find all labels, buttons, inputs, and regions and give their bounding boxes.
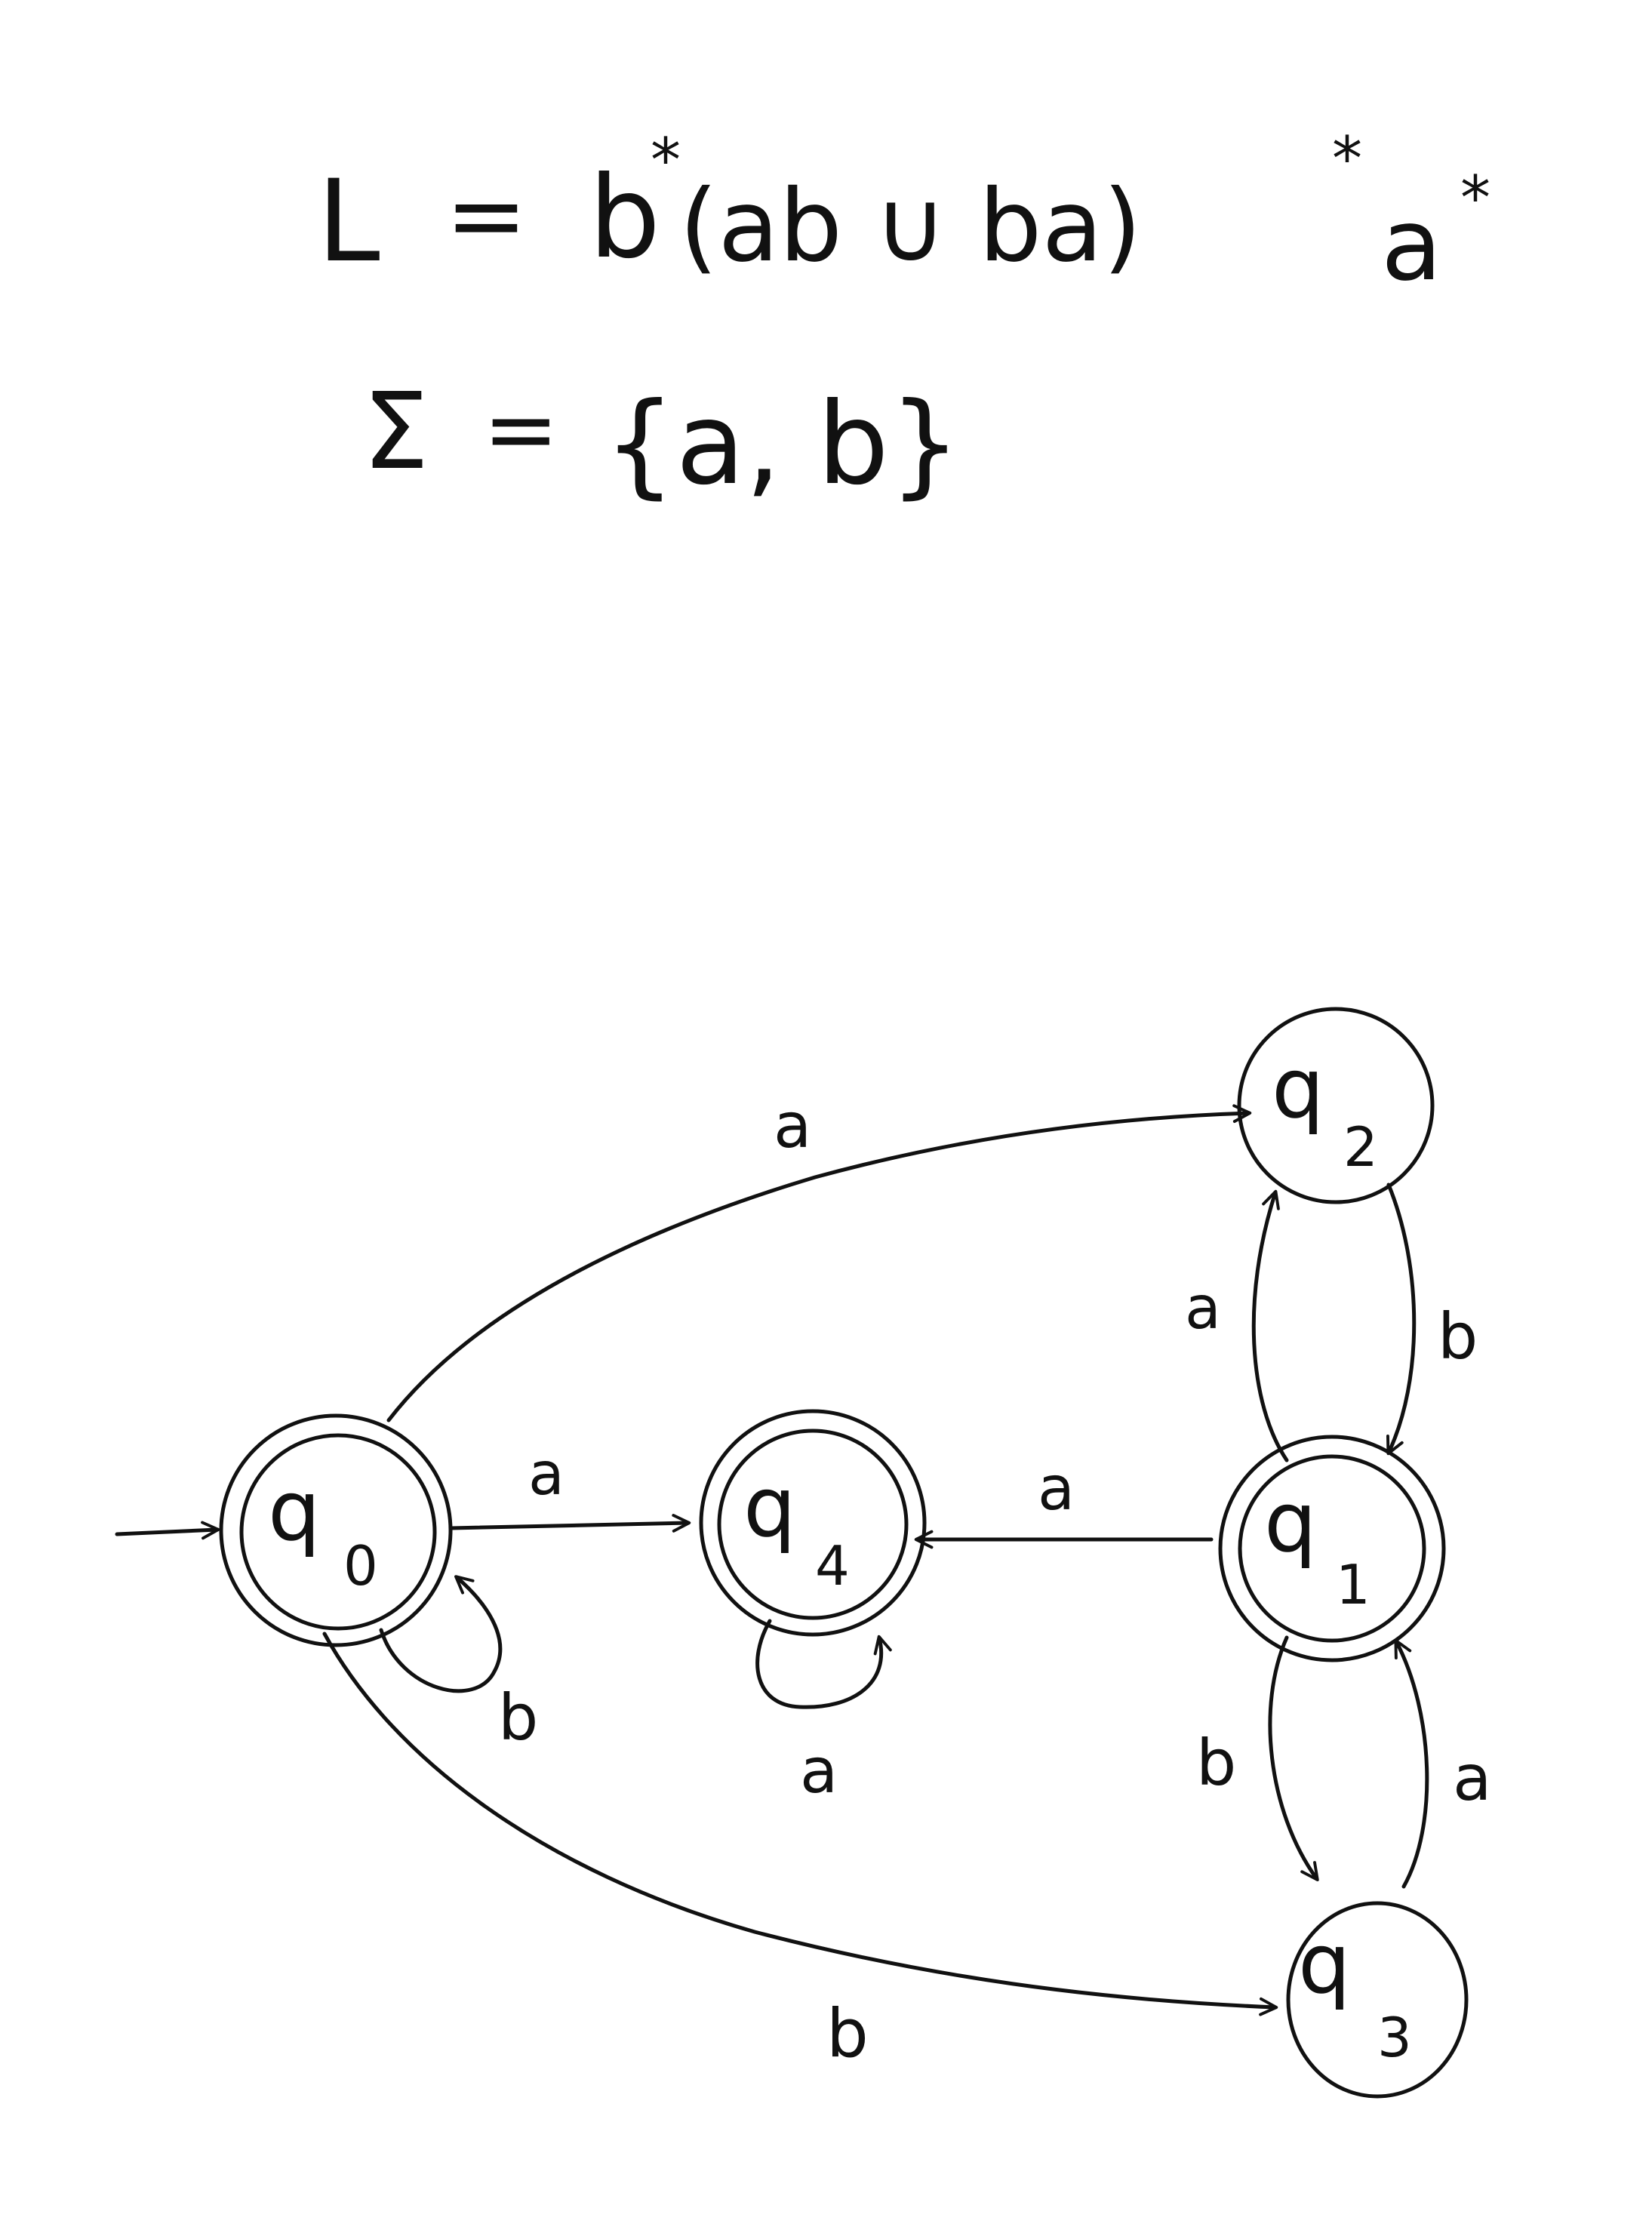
edge-q1-q2 [1251, 1189, 1289, 1462]
state-q1: q 1 [1218, 1435, 1446, 1662]
regex-star-3: * [1460, 163, 1490, 233]
state-q3: q 3 [1286, 1901, 1469, 2099]
label-q4-loop: a [800, 1736, 838, 1807]
label-q1-q3: b [1196, 1726, 1236, 1800]
label-q1-q4: a [1038, 1453, 1075, 1524]
self-loop-q4 [755, 1619, 892, 1709]
state-q4: q 4 [699, 1409, 927, 1637]
edge-q0-q3 [322, 1632, 1278, 2016]
label-q0-q4: a [528, 1441, 565, 1509]
language-symbol: L [317, 156, 380, 288]
regex-union-group: (ab ∪ ba) [679, 168, 1142, 284]
label-q2-q1: b [1438, 1299, 1478, 1373]
language-definition: L = b * (ab ∪ ba) * a * [317, 124, 1490, 303]
state-q2-subscript: 2 [1343, 1115, 1378, 1179]
state-q0: q 0 [219, 1413, 453, 1647]
alphabet-set: {a, b} [604, 379, 961, 510]
state-q0-label: q [268, 1462, 321, 1559]
edge-q0-q2 [386, 1104, 1252, 1422]
edge-q1-q3 [1268, 1635, 1319, 1882]
state-q2-label: q [1272, 1040, 1324, 1136]
label-q1-q2: a [1185, 1275, 1221, 1342]
initial-arrow [115, 1521, 220, 1540]
state-q4-label: q [743, 1459, 796, 1555]
state-q0-subscript: 0 [343, 1534, 378, 1598]
edge-q0-q4 [449, 1514, 691, 1533]
label-q0-q3: b [826, 1994, 869, 2072]
alphabet-equals: = [483, 377, 559, 482]
regex-star-2: * [1332, 124, 1362, 194]
alphabet-symbol: Σ [362, 371, 429, 494]
transition-labels: a a b b a a a b b a [498, 1090, 1491, 2072]
edge-q3-q1 [1394, 1638, 1429, 1889]
state-q4-subscript: 4 [815, 1534, 850, 1598]
state-q2: q 2 [1237, 1007, 1435, 1204]
self-loop-q0 [379, 1575, 503, 1693]
equals-sign: = [445, 158, 528, 272]
label-q0-q2: a [774, 1090, 811, 1162]
regex-a: a [1381, 187, 1442, 303]
label-q0-loop: b [498, 1681, 538, 1755]
label-q3-q1: a [1453, 1741, 1491, 1815]
regex-star-1: * [651, 125, 681, 195]
state-q1-label: q [1264, 1474, 1317, 1570]
states: q 0 q 4 q 1 q 2 q 3 [219, 1007, 1469, 2099]
state-q3-subscript: 3 [1377, 2006, 1412, 2069]
alphabet-definition: Σ = {a, b} [362, 371, 961, 510]
edge-q2-q1 [1386, 1183, 1417, 1456]
state-q1-subscript: 1 [1336, 1553, 1371, 1616]
transitions [115, 1104, 1429, 2016]
state-q3-label: q [1298, 1915, 1351, 2012]
regex-b: b [589, 152, 660, 284]
